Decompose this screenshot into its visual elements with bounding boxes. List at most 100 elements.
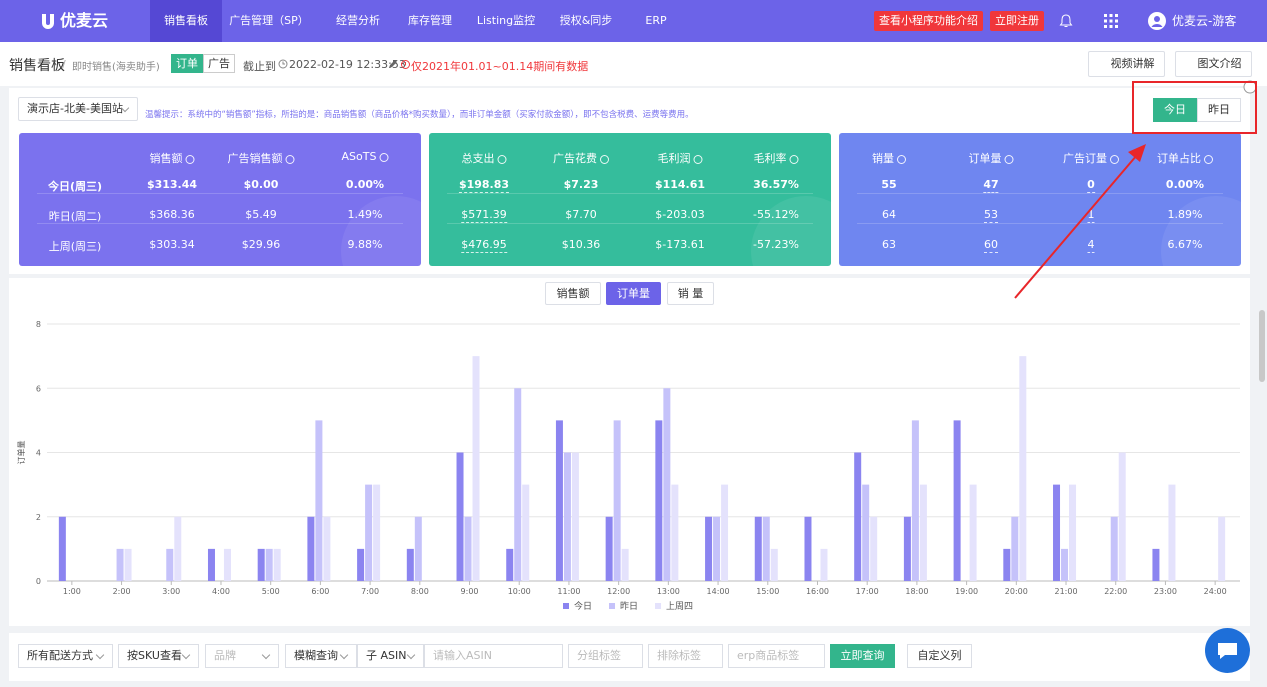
bar: [357, 548, 365, 581]
nav-item[interactable]: 经营分析: [336, 14, 380, 27]
exclude-tag-input[interactable]: 排除标签: [648, 644, 723, 668]
bar: [903, 516, 911, 581]
card-cell: 昨日(周二): [49, 208, 102, 224]
chart-tab-active[interactable]: 订单量: [606, 282, 661, 305]
warning-icon: [401, 60, 410, 69]
card-cell: 今日(周三): [48, 178, 102, 194]
edit-icon: [389, 60, 397, 68]
card-cell: -55.12%: [753, 208, 799, 221]
card-header: 广告花费: [553, 150, 609, 166]
cell-value: $29.96: [241, 238, 281, 251]
nav-item[interactable]: Listing监控: [476, 14, 536, 27]
bar: [257, 548, 265, 581]
bar: [854, 452, 862, 581]
tab-ad[interactable]: 广告: [203, 54, 235, 73]
erp-tag-input[interactable]: erp商品标签: [728, 644, 825, 668]
card-cell: $303.34: [149, 238, 195, 251]
bell-icon[interactable]: [1058, 13, 1074, 29]
nav-item[interactable]: 授权&同步: [559, 14, 613, 27]
x-tick-label: 17:00: [856, 587, 879, 596]
card-cell: $29.96: [242, 238, 281, 251]
brand-select[interactable]: 品牌: [205, 644, 279, 668]
bar: [705, 516, 713, 581]
delivery-select[interactable]: 所有配送方式: [18, 644, 113, 668]
asin-input[interactable]: 请输入ASIN: [424, 644, 563, 668]
avatar-icon[interactable]: [1148, 12, 1166, 30]
video-guide-button[interactable]: 视频讲解: [1088, 51, 1165, 77]
cell-value: $-173.61: [655, 238, 705, 251]
store-name: 演示店-北美-美国站: [27, 102, 123, 115]
x-tick-label: 14:00: [707, 587, 730, 596]
cell-value: 55: [881, 178, 897, 191]
nav-item[interactable]: 销售看板: [150, 0, 222, 42]
bar: [406, 548, 414, 581]
bar: [911, 420, 919, 581]
doc-guide-button[interactable]: 图文介绍: [1175, 51, 1252, 77]
bar: [762, 516, 770, 581]
cell-value: $571.39: [461, 208, 507, 223]
button-label: 视频讲解: [1110, 57, 1155, 70]
x-tick-label: 8:00: [411, 587, 429, 596]
x-tick-label: 9:00: [461, 587, 479, 596]
header-label: 订单占比: [1157, 152, 1201, 165]
cutoff-label: 截止到: [243, 60, 276, 73]
cell-value: 60: [984, 238, 998, 253]
custom-columns-button[interactable]: 自定义列: [907, 644, 972, 668]
bar: [365, 484, 373, 581]
tab-order[interactable]: 订单: [171, 54, 203, 73]
card-header: 销售额: [150, 150, 195, 166]
bar: [621, 548, 629, 581]
card-header: 毛利润: [658, 150, 703, 166]
user-name[interactable]: 优麦云-游客: [1172, 14, 1237, 28]
match-select[interactable]: 模糊查询: [285, 644, 357, 668]
nav-item[interactable]: 库存管理: [408, 14, 452, 27]
x-tick-label: 7:00: [361, 587, 379, 596]
cell-value: 64: [882, 208, 896, 221]
bar: [307, 516, 315, 581]
apps-icon[interactable]: [1103, 13, 1119, 29]
store-select[interactable]: 演示店-北美-美国站: [18, 97, 138, 121]
legend-label: 昨日: [620, 600, 638, 612]
bar: [1003, 548, 1011, 581]
bar: [124, 548, 132, 581]
select-label: 所有配送方式: [27, 649, 93, 662]
cell-value: $303.34: [149, 238, 195, 251]
card-cell: $198.83: [458, 178, 510, 193]
chart-tab[interactable]: 销 量: [667, 282, 714, 305]
chat-button[interactable]: [1205, 628, 1250, 673]
mini-program-button[interactable]: 查看小程序功能介绍: [874, 11, 983, 31]
card-header: 订单量: [969, 150, 1014, 166]
nav-item[interactable]: 广告管理（SP）: [229, 14, 309, 27]
cell-value: $0.00: [243, 178, 279, 191]
asin-type-select[interactable]: 子 ASIN: [357, 644, 424, 668]
bar: [116, 548, 124, 581]
bar: [1110, 516, 1118, 581]
view-select[interactable]: 按SKU查看: [118, 644, 199, 668]
bar: [555, 420, 563, 581]
row-separator: [447, 193, 813, 194]
card-cell: $10.36: [562, 238, 601, 251]
card-cell: 63: [882, 238, 896, 251]
x-tick-label: 1:00: [63, 587, 81, 596]
bar: [1152, 548, 1160, 581]
group-tag-input[interactable]: 分组标签: [568, 644, 643, 668]
bar: [969, 484, 977, 581]
x-tick-label: 10:00: [508, 587, 531, 596]
card-header: 订单占比: [1157, 150, 1213, 166]
search-button[interactable]: 立即查询: [830, 644, 895, 668]
row-separator: [447, 223, 813, 224]
chart-tab[interactable]: 销售额: [545, 282, 601, 305]
cell-value: 上周(周三): [48, 240, 102, 253]
register-button[interactable]: 立即注册: [990, 11, 1044, 31]
cell-value: $114.61: [654, 178, 706, 191]
bar: [1019, 356, 1027, 581]
cell-value: -57.23%: [753, 238, 799, 251]
card-cell: 1.89%: [1168, 208, 1203, 221]
clock-icon: [278, 59, 288, 69]
bar: [820, 548, 828, 581]
help-icon: [379, 152, 389, 162]
x-tick-label: 2:00: [113, 587, 131, 596]
legend-swatch: [655, 603, 662, 609]
help-icon: [789, 154, 799, 164]
nav-item[interactable]: ERP: [645, 14, 667, 27]
